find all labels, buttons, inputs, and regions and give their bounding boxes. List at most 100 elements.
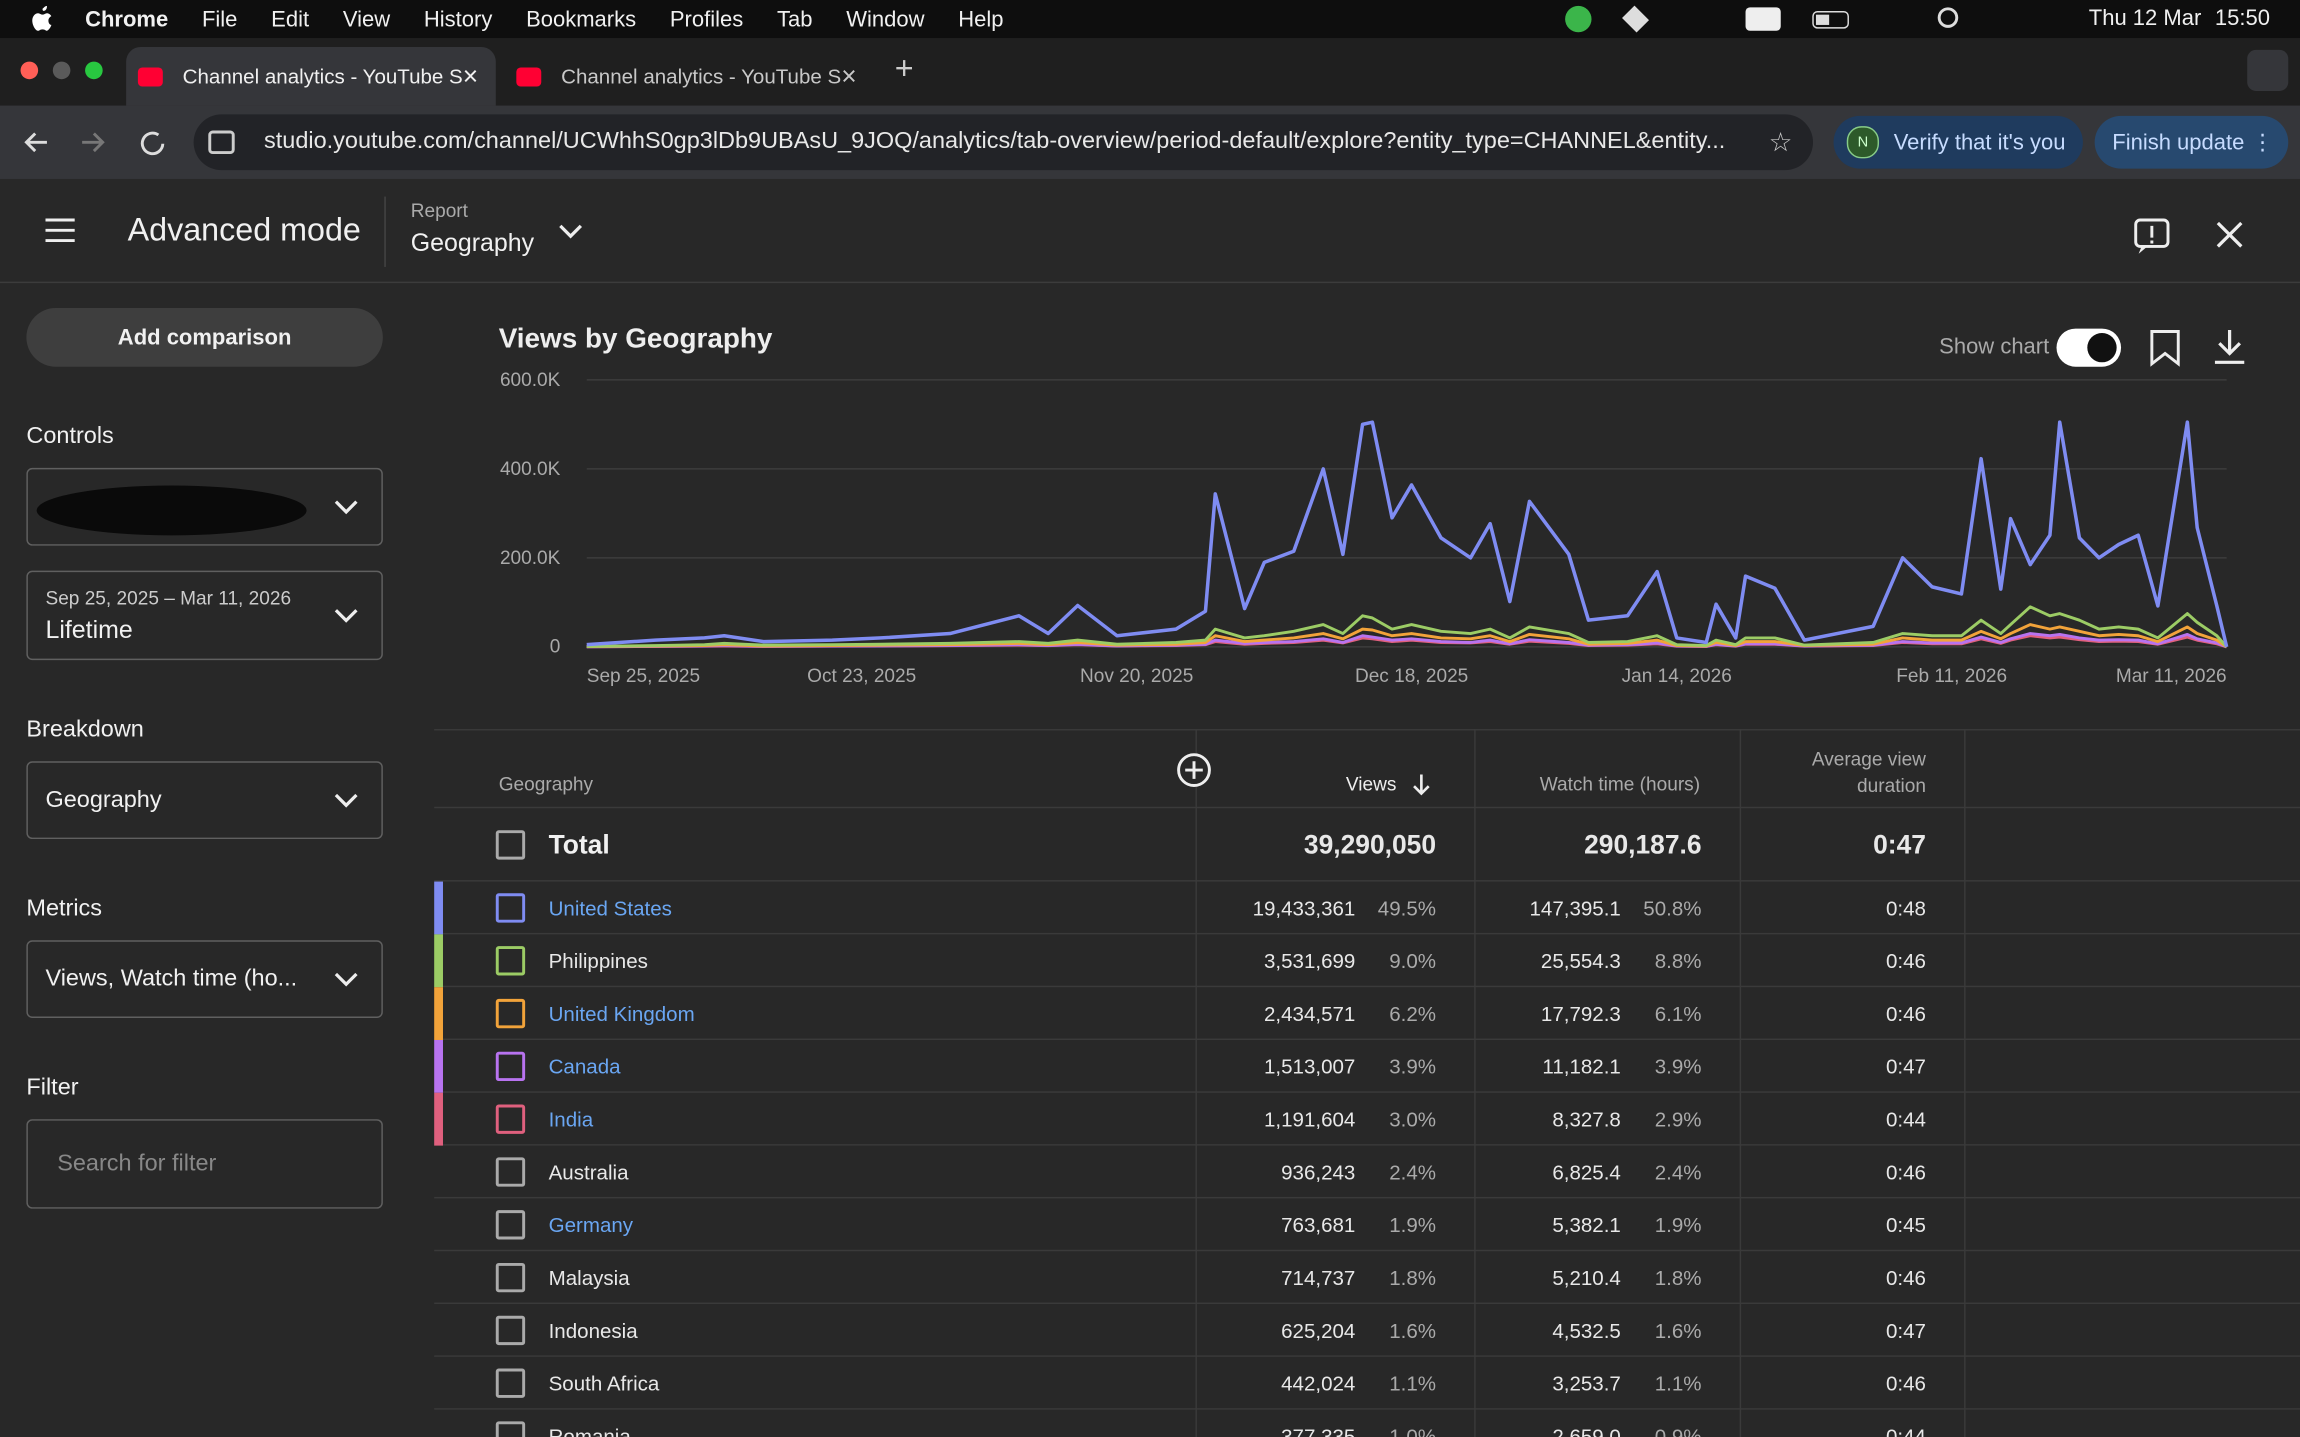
clock-time: 15:50 [2215, 6, 2270, 31]
filter-input[interactable]: Search for filter [26, 1119, 382, 1208]
checkbox[interactable] [496, 1105, 525, 1134]
metrics-dropdown[interactable]: Views, Watch time (ho... [26, 940, 382, 1018]
views-percent: 49.5% [1378, 896, 1436, 919]
placeholder: Search for filter [57, 1151, 216, 1177]
x-tick-label: Dec 18, 2025 [1355, 666, 1468, 687]
column-header[interactable]: Average view duration [1765, 747, 1926, 800]
y-tick-label: 200.0K [500, 548, 561, 569]
watch-percent: 50.8% [1643, 896, 1701, 919]
views: 1,513,007 [1264, 1055, 1355, 1078]
feedback-icon[interactable] [2133, 217, 2174, 255]
views: 625,204 [1281, 1319, 1355, 1342]
menu-bar: Chrome File Edit View History Bookmarks Profi… [0, 0, 2300, 38]
menu-item[interactable]: File [202, 7, 237, 32]
tab[interactable]: Channel analytics - YouTube S × [505, 47, 872, 106]
country-link[interactable]: United States [549, 896, 672, 919]
chart-actions[interactable] [2054, 326, 2259, 370]
menu-item[interactable]: Bookmarks [526, 7, 636, 32]
chevron[interactable] [557, 223, 583, 241]
country-name: Romania [549, 1424, 631, 1437]
table-row: United Kingdom2,434,5716.2%17,792.36.1%0… [434, 987, 2300, 1040]
avg-view-duration: 0:46 [1886, 949, 1926, 972]
watch-percent: 6.1% [1655, 1002, 1702, 1025]
report-value[interactable]: Geography [411, 229, 534, 258]
breakdown-dropdown[interactable]: Geography [26, 761, 382, 839]
menu-item[interactable]: History [424, 7, 492, 32]
checkbox[interactable] [496, 999, 525, 1028]
section-label: Filter [26, 1075, 78, 1101]
watch-percent: 2.4% [1655, 1160, 1702, 1183]
checkbox[interactable] [496, 1369, 525, 1398]
menu-item[interactable]: View [343, 7, 390, 32]
views-percent: 1.1% [1389, 1371, 1436, 1394]
tab-search[interactable] [2247, 50, 2288, 91]
menu-item[interactable]: Window [846, 7, 924, 32]
checkbox[interactable] [496, 1263, 525, 1292]
chart: 0200.0K400.0K600.0KSep 25, 2025Oct 23, 2… [484, 367, 2274, 697]
address-field[interactable]: studio.youtube.com/channel/UCWhhS0gp3lDb… [194, 114, 1813, 170]
menu-item[interactable]: Edit [271, 7, 309, 32]
x-tick-label: Sep 25, 2025 [587, 666, 700, 687]
country-link[interactable]: India [549, 1107, 594, 1130]
total-views: 39,290,050 [1304, 830, 1436, 861]
menu-items: Chrome File Edit View History Bookmarks Profi… [85, 0, 1003, 38]
views-percent: 3.9% [1389, 1055, 1436, 1078]
menu-icon[interactable] [45, 219, 74, 242]
column-header[interactable]: Watch time (hours) [1540, 773, 1700, 795]
date-dropdown[interactable]: Sep 25, 2025 – Mar 11, 2026 Lifetime [26, 571, 382, 660]
country-link[interactable]: Germany [549, 1213, 633, 1236]
verify-text: Verify that it's you [1894, 130, 2066, 155]
table-row: Canada1,513,0073.9%11,182.13.9%0:47 [434, 1040, 2300, 1093]
column-header[interactable]: Views [1346, 773, 1397, 795]
x-tick-label: Nov 20, 2025 [1080, 666, 1193, 687]
country-link[interactable]: Canada [549, 1055, 621, 1078]
country-name: Indonesia [549, 1319, 638, 1342]
add-comparison-button[interactable]: Add comparison [26, 308, 382, 367]
watch-time: 6,825.4 [1552, 1160, 1621, 1183]
table-row: Germany763,6811.9%5,382.11.9%0:45 [434, 1198, 2300, 1251]
watch-time: 5,382.1 [1552, 1213, 1621, 1236]
menu-item[interactable]: Profiles [670, 7, 743, 32]
app-menu[interactable]: Chrome [85, 7, 168, 32]
checkbox[interactable] [496, 830, 525, 859]
tab-active[interactable]: Channel analytics - YouTube S × [126, 47, 496, 106]
watch-percent: 0.9% [1655, 1424, 1702, 1437]
total-label: Total [549, 830, 610, 861]
checkbox[interactable] [496, 1157, 525, 1186]
series-color-bar [434, 934, 443, 987]
country-name: Philippines [549, 949, 648, 972]
checkbox[interactable] [496, 946, 525, 975]
country-link[interactable]: United Kingdom [549, 1002, 695, 1025]
views-percent: 9.0% [1389, 949, 1436, 972]
country-name: Australia [549, 1160, 629, 1183]
x-tick-label: Mar 11, 2026 [2116, 666, 2227, 687]
checkbox[interactable] [496, 1421, 525, 1437]
country-name: South Africa [549, 1371, 660, 1394]
app-header: Advanced mode Report Geography [0, 179, 2300, 283]
update-button[interactable]: Finish update ⋮ [2095, 116, 2289, 169]
checkbox[interactable] [496, 1210, 525, 1239]
checkbox[interactable] [496, 893, 525, 922]
views-percent: 1.9% [1389, 1213, 1436, 1236]
watch-time: 147,395.1 [1529, 896, 1620, 919]
checkbox[interactable] [496, 1316, 525, 1345]
table-row: South Africa442,0241.1%3,253.71.1%0:46 [434, 1357, 2300, 1410]
close-icon[interactable] [2215, 220, 2244, 249]
nav-buttons[interactable] [18, 126, 179, 158]
apple-icon[interactable] [29, 6, 52, 32]
verify-button[interactable]: N Verify that it's you [1834, 116, 2083, 169]
new-tab-button[interactable]: + [895, 50, 914, 88]
chart-title: Views by Geography [499, 324, 773, 356]
controls-dropdown[interactable] [26, 468, 382, 546]
menu-item[interactable]: Tab [777, 7, 812, 32]
column-header: Geography [499, 773, 593, 795]
menu-item[interactable]: Help [958, 7, 1003, 32]
watch-percent: 1.9% [1655, 1213, 1702, 1236]
checkbox[interactable] [496, 1052, 525, 1081]
table-row: Malaysia714,7371.8%5,210.41.8%0:46 [434, 1251, 2300, 1304]
window-controls[interactable] [18, 59, 112, 82]
add-column-icon[interactable] [1176, 752, 1211, 787]
watch-percent: 1.1% [1655, 1371, 1702, 1394]
